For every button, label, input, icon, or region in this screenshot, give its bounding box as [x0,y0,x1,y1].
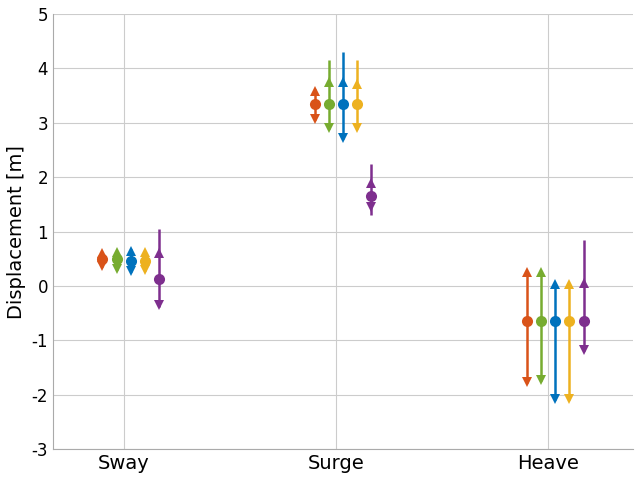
Y-axis label: Displacement [m]: Displacement [m] [7,144,26,319]
